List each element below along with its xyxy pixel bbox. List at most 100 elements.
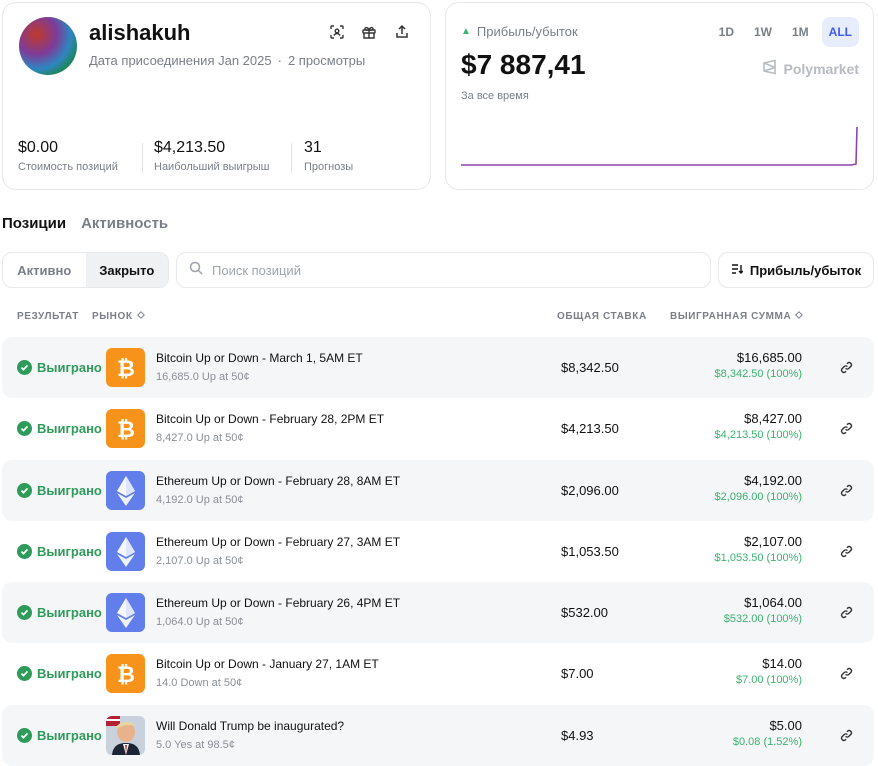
- svg-text:₿: ₿: [117, 356, 135, 380]
- header-won-amount[interactable]: ВЫИГРАННАЯ СУММА: [670, 311, 804, 322]
- stat-predictions: 31 Прогнозы: [304, 139, 353, 173]
- result-cell: Выиграно: [17, 460, 102, 521]
- market-title[interactable]: Bitcoin Up or Down - February 28, 2PM ET: [156, 412, 385, 426]
- market-title[interactable]: Bitcoin Up or Down - January 27, 1AM ET: [156, 657, 379, 671]
- link-icon[interactable]: [836, 357, 856, 377]
- won-cell: $16,685.00 $8,342.50 (100%): [715, 350, 802, 380]
- link-icon[interactable]: [836, 602, 856, 622]
- stat-position-value: $0.00 Стоимость позиций: [18, 139, 118, 173]
- result-label: Выиграно: [37, 605, 102, 620]
- market-title[interactable]: Ethereum Up or Down - February 27, 3AM E…: [156, 535, 401, 549]
- stat-label: Наибольший выигрыш: [154, 161, 270, 173]
- link-icon[interactable]: [836, 663, 856, 683]
- check-circle-icon: [17, 544, 32, 559]
- market-title[interactable]: Bitcoin Up or Down - March 1, 5AM ET: [156, 351, 363, 365]
- bitcoin-icon: ₿: [106, 348, 145, 387]
- link-icon[interactable]: [836, 725, 856, 745]
- result-cell: Выиграно: [17, 582, 102, 643]
- market-title[interactable]: Ethereum Up or Down - February 28, 8AM E…: [156, 474, 401, 488]
- triangle-up-icon: ▲: [461, 26, 471, 37]
- header-won-label: ВЫИГРАННАЯ СУММА: [670, 311, 792, 322]
- stat-label: Прогнозы: [304, 161, 354, 173]
- result-cell: Выиграно: [17, 521, 102, 582]
- won-gain: $2,096.00 (100%): [714, 491, 802, 503]
- share-icon[interactable]: [391, 21, 413, 43]
- link-icon[interactable]: [836, 541, 856, 561]
- market-position: 8,427.0 Up at 50¢: [156, 432, 244, 444]
- profile-card: alishakuh Дата присоединения Jan 2025 · 2 …: [2, 2, 431, 190]
- search-box: [176, 252, 711, 288]
- table-row[interactable]: Выиграно ₿ Bitcoin Up or Down - January 27…: [2, 643, 874, 704]
- ethereum-icon: [106, 593, 145, 632]
- table-row[interactable]: Выиграно Ethereum Up or Down - February 2…: [2, 582, 874, 643]
- range-tab-1w[interactable]: 1W: [754, 25, 772, 39]
- market-title[interactable]: Will Donald Trump be inaugurated?: [156, 719, 345, 733]
- svg-text:₿: ₿: [117, 662, 135, 686]
- sort-diamond-icon: [136, 311, 145, 322]
- check-circle-icon: [17, 421, 32, 436]
- won-gain: $8,342.50 (100%): [714, 368, 802, 380]
- pnl-value: $7 887,41: [461, 49, 586, 80]
- gift-icon[interactable]: [358, 21, 380, 43]
- sort-button[interactable]: Прибыль/убыток: [718, 252, 874, 288]
- tab-activity[interactable]: Активность: [81, 215, 169, 232]
- view-count: 2 просмотры: [287, 53, 366, 68]
- table-row[interactable]: Выиграно Ethereum Up or Down - February 2…: [2, 521, 874, 582]
- bitcoin-icon: ₿: [106, 409, 145, 448]
- table-row[interactable]: Выиграно ₿ Bitcoin Up or Down - February 2…: [2, 398, 874, 459]
- range-tab-all[interactable]: ALL: [821, 17, 859, 47]
- check-circle-icon: [17, 666, 32, 681]
- page-tabs: Позиции Активность: [2, 215, 168, 232]
- won-cell: $14.00 $7.00 (100%): [736, 656, 802, 686]
- header-market[interactable]: РЫНОК: [92, 311, 145, 322]
- won-gain: $7.00 (100%): [735, 674, 802, 686]
- market-title[interactable]: Ethereum Up or Down - February 26, 4PM E…: [156, 596, 401, 610]
- search-icon: [189, 261, 203, 280]
- link-icon[interactable]: [836, 480, 856, 500]
- pnl-label-text: Прибыль/убыток: [476, 24, 578, 39]
- scan-icon[interactable]: [326, 21, 348, 43]
- header-result: РЕЗУЛЬТАТ: [17, 311, 79, 322]
- check-circle-icon: [17, 605, 32, 620]
- result-label: Выиграно: [37, 421, 102, 436]
- filter-closed[interactable]: Закрыто: [85, 253, 168, 287]
- search-input[interactable]: [212, 262, 692, 278]
- header-total-bet: ОБЩАЯ СТАВКА: [557, 311, 647, 322]
- range-tab-1m[interactable]: 1M: [792, 25, 809, 39]
- table-row[interactable]: Выиграно Will Donald Trump be inaugurated…: [2, 705, 874, 766]
- total-bet: $4.93: [561, 728, 594, 743]
- result-label: Выиграно: [37, 360, 102, 375]
- status-toggle: Активно Закрыто: [2, 252, 169, 288]
- total-bet: $532.00: [561, 605, 608, 620]
- sort-label: Прибыль/убыток: [749, 262, 862, 278]
- won-cell: $5.00 $0.08 (1.52%): [733, 718, 802, 748]
- ethereum-icon: [106, 532, 145, 571]
- range-tab-1d[interactable]: 1D: [718, 25, 734, 39]
- check-circle-icon: [17, 728, 32, 743]
- total-bet: $7.00: [561, 666, 594, 681]
- won-gain: $1,053.50 (100%): [714, 552, 802, 564]
- won-amount: $5.00: [769, 718, 802, 733]
- won-cell: $2,107.00 $1,053.50 (100%): [715, 534, 802, 564]
- result-label: Выиграно: [37, 483, 102, 498]
- table-row[interactable]: Выиграно ₿ Bitcoin Up or Down - March 1, 5…: [2, 337, 874, 398]
- pnl-period: За все время: [461, 90, 529, 102]
- result-cell: Выиграно: [17, 337, 102, 398]
- link-icon[interactable]: [836, 418, 856, 438]
- won-amount: $4,192.00: [744, 473, 802, 488]
- won-gain: $0.08 (1.52%): [732, 736, 802, 748]
- market-position: 14.0 Down at 50¢: [156, 677, 243, 689]
- brand-name: Polymarket: [783, 60, 859, 77]
- total-bet: $8,342.50: [561, 360, 619, 375]
- avatar: [19, 17, 77, 75]
- tab-positions[interactable]: Позиции: [2, 215, 67, 232]
- profile-meta: Дата присоединения Jan 2025 · 2 просмотры: [89, 53, 365, 68]
- won-amount: $8,427.00: [744, 411, 802, 426]
- header-market-label: РЫНОК: [92, 311, 133, 322]
- result-cell: Выиграно: [17, 705, 102, 766]
- table-row[interactable]: Выиграно Ethereum Up or Down - February 2…: [2, 460, 874, 521]
- market-position: 2,107.0 Up at 50¢: [156, 555, 244, 567]
- result-label: Выиграно: [37, 666, 102, 681]
- filter-active[interactable]: Активно: [17, 262, 72, 278]
- market-position: 1,064.0 Up at 50¢: [156, 616, 244, 628]
